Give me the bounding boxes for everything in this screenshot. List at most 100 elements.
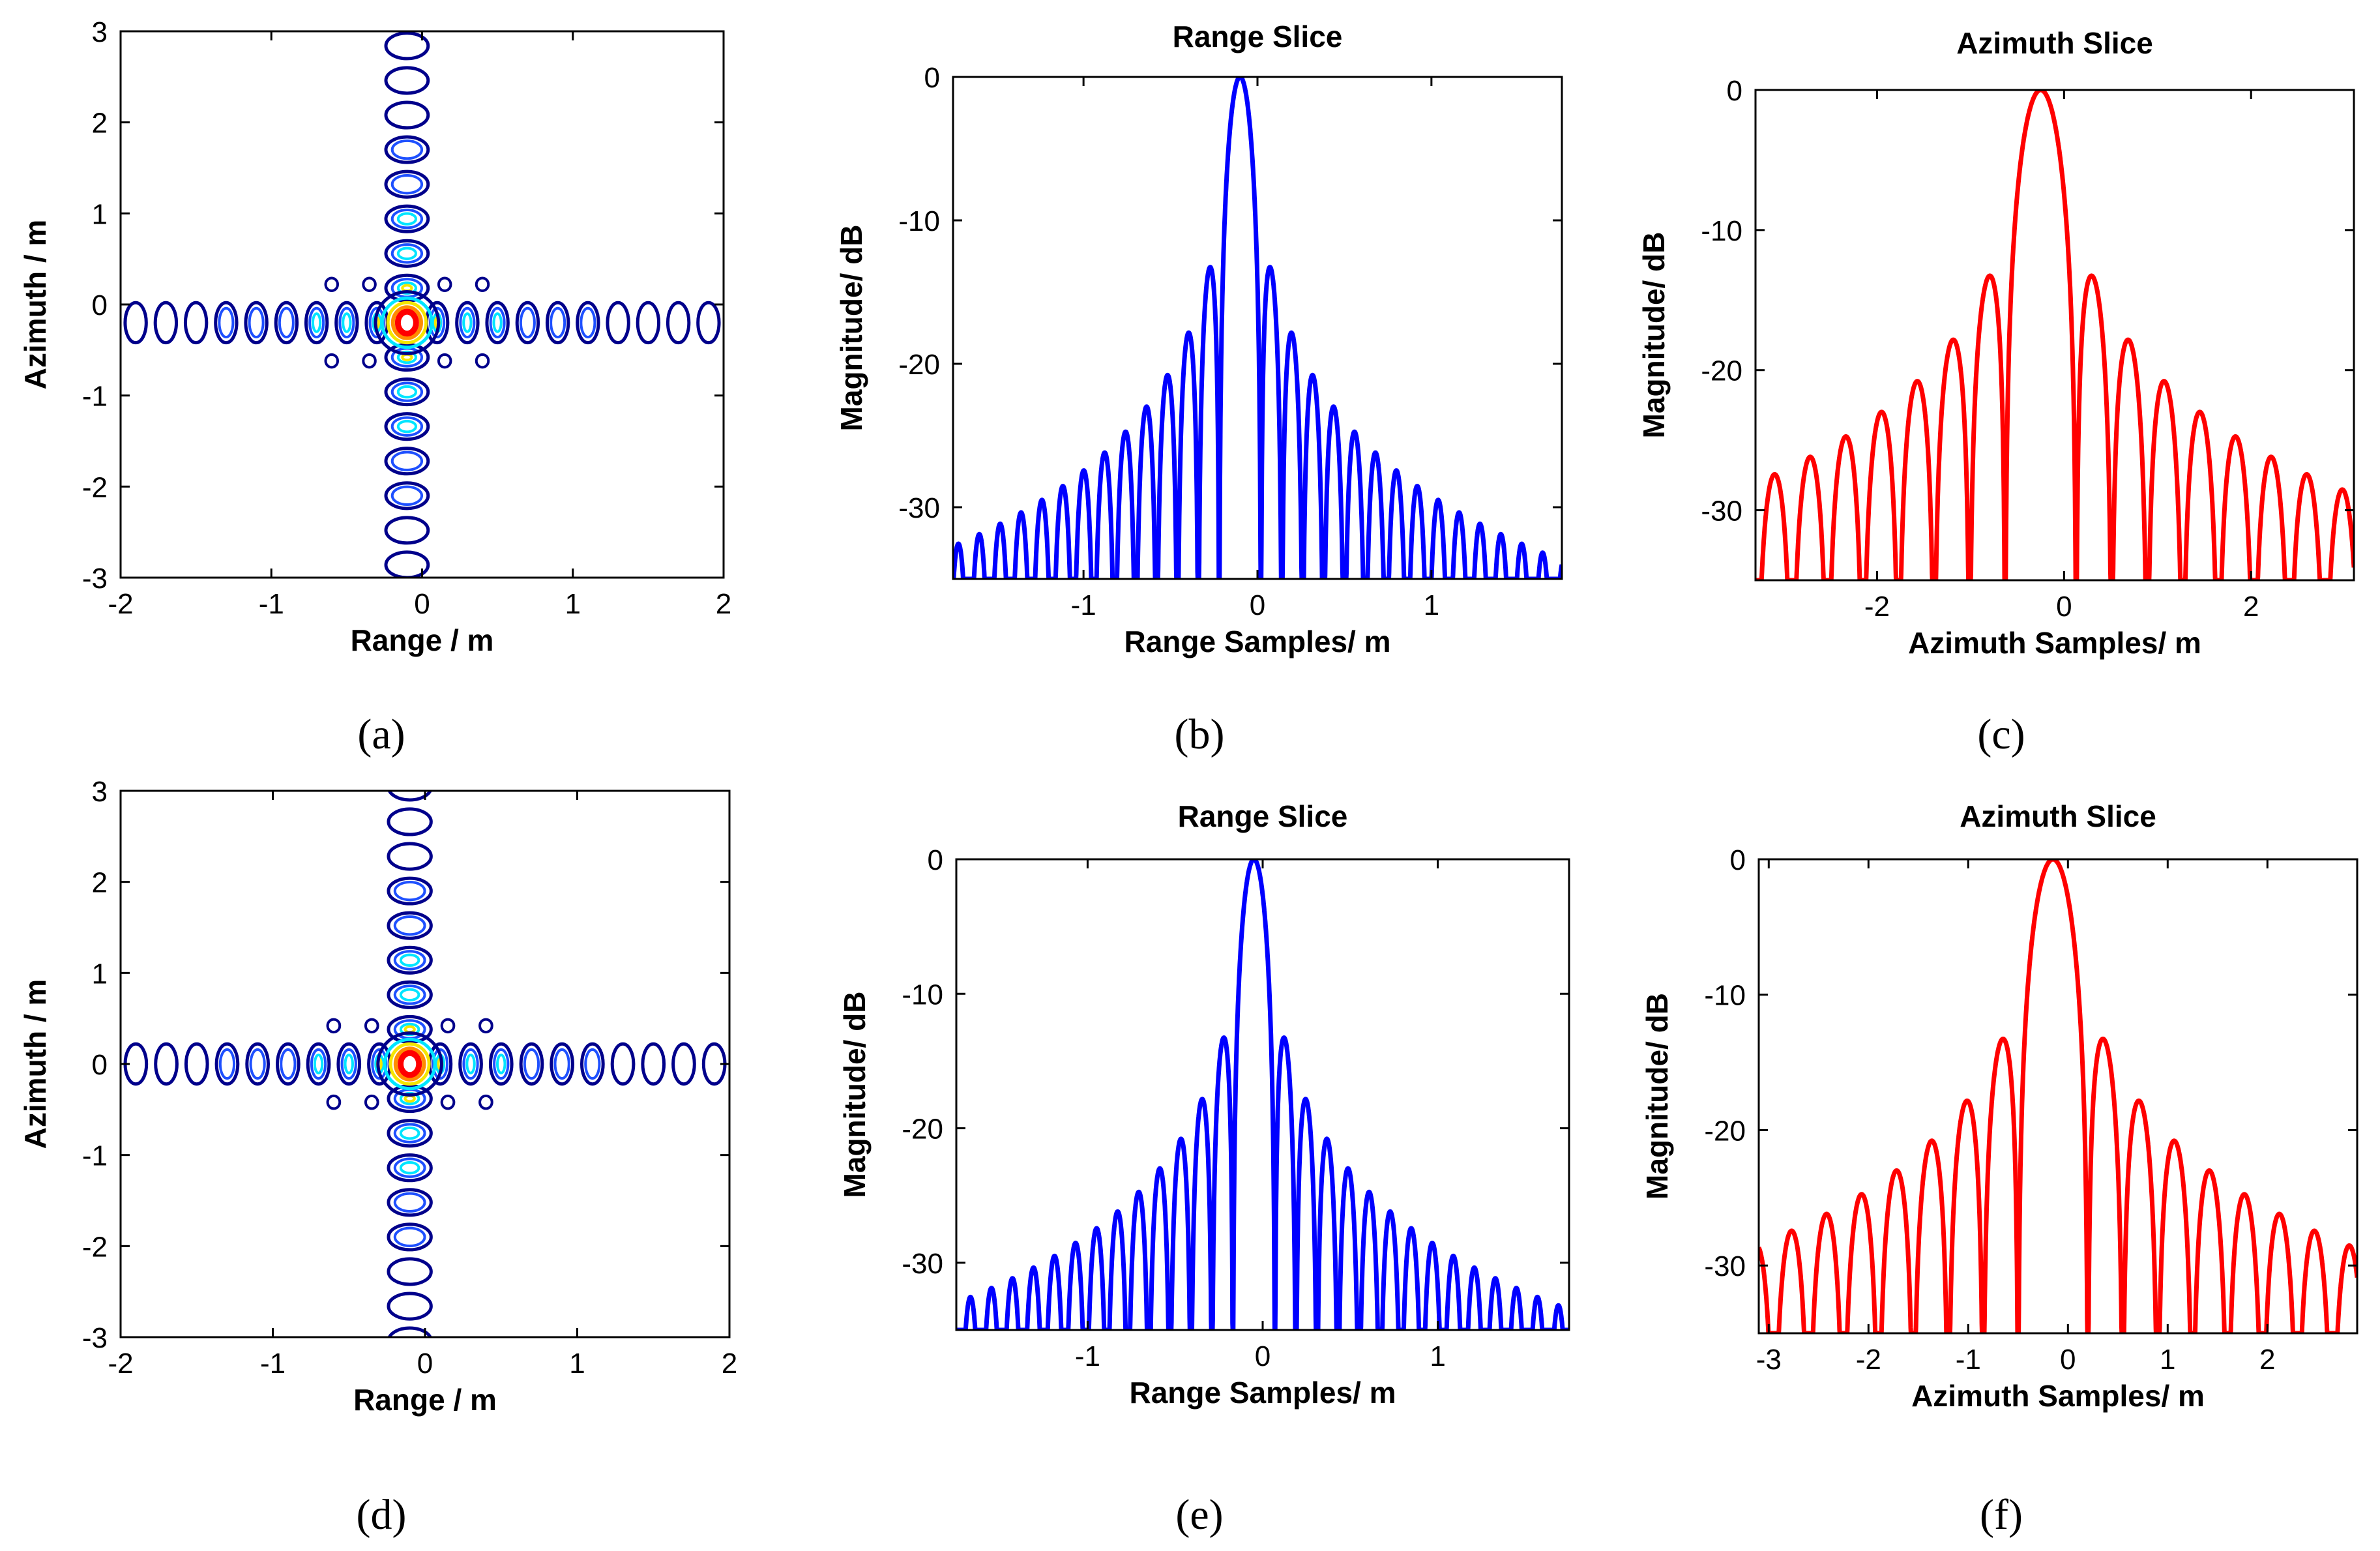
- range-lobe-contour: [576, 301, 600, 345]
- chart-title: Azimuth Slice: [1956, 26, 2153, 60]
- x-tick-label: -1: [259, 588, 284, 620]
- range-lobe-contour: [304, 301, 329, 345]
- range-lobe-contour: [519, 306, 536, 339]
- range-lobe-contour: [342, 312, 352, 333]
- azimuth-lobe-contour: [390, 416, 424, 437]
- azimuth-lobe-contour: [386, 0, 428, 24]
- azimuth-lobe-contour: [396, 350, 417, 364]
- range-lobe-contour: [123, 301, 148, 345]
- range-lobe-contour: [462, 312, 473, 333]
- cross-term-contour: [324, 353, 339, 369]
- range-lobe-contour: [610, 1042, 636, 1086]
- x-tick-label: 1: [565, 588, 581, 620]
- x-tick-label: 2: [2259, 1344, 2275, 1376]
- range-lobe-contour: [728, 303, 749, 342]
- azimuth-lobe-contour: [393, 880, 426, 902]
- azimuth-lobe-contour: [384, 170, 430, 199]
- cross-term-contour: [437, 276, 452, 293]
- range-lobe-contour: [553, 1048, 570, 1080]
- range-lobe-contour: [248, 306, 265, 339]
- azimuth-lobe-contour: [399, 1161, 420, 1175]
- y-tick-label: 0: [924, 62, 940, 94]
- range-lobe-contour: [696, 301, 721, 345]
- azimuth-lobe-contour: [396, 385, 417, 399]
- plot-frame: [1754, 89, 2355, 582]
- range-lobe-contour: [580, 1042, 605, 1086]
- range-lobe-contour: [519, 1042, 544, 1086]
- azimuth-lobe-contour: [387, 1222, 433, 1252]
- range-lobe-contour: [340, 1048, 357, 1080]
- range-lobe-contour: [278, 306, 295, 339]
- x-axis-label: Azimuth Samples/ m: [1911, 1379, 2205, 1413]
- azimuth-lobe-contour: [390, 451, 424, 471]
- x-tick-label: -2: [108, 1348, 133, 1380]
- range-lobe-contour: [671, 1042, 696, 1086]
- azimuth-lobe-contour: [399, 953, 420, 967]
- x-axis-label: Range / m: [353, 1383, 497, 1417]
- series-line: [953, 77, 1562, 579]
- mainlobe-contour: [393, 1046, 426, 1082]
- azimuth-lobe-contour: [387, 807, 433, 836]
- azimuth-lobe-contour: [387, 945, 433, 975]
- range-lobe-contour: [734, 1044, 756, 1084]
- y-tick-label: -30: [1701, 495, 1742, 527]
- x-tick-label: 2: [2243, 591, 2259, 623]
- y-tick-label: -20: [1704, 1115, 1746, 1147]
- x-tick-label: 2: [722, 1348, 737, 1380]
- y-tick-label: -2: [82, 471, 108, 503]
- azimuth-lobe-contour: [396, 246, 417, 260]
- y-axis-label: Azimuth / m: [18, 220, 52, 390]
- x-tick-label: 1: [1430, 1340, 1445, 1372]
- y-tick-label: -10: [898, 205, 940, 237]
- azimuth-lobe-contour: [387, 980, 433, 1009]
- mainlobe-contour: [386, 301, 428, 345]
- azimuth-lobe-contour: [384, 273, 430, 303]
- azimuth-lobe-contour: [387, 1326, 432, 1337]
- y-tick-label: -20: [902, 1114, 943, 1145]
- azimuth-lobe-contour: [393, 1192, 426, 1213]
- azimuth-lobe-contour: [399, 1022, 420, 1037]
- azimuth-lobe-contour: [396, 212, 417, 226]
- series-line: [1756, 90, 2354, 580]
- azimuth-lobe-contour: [387, 842, 433, 871]
- range-lobe-contour: [344, 1054, 354, 1074]
- azimuth-lobe-contour: [393, 984, 426, 1005]
- azimuth-lobe-contour: [393, 915, 426, 936]
- cross-term-contour: [478, 1018, 493, 1034]
- mainlobe-contour: [374, 289, 441, 355]
- azimuth-lobe-contour: [399, 1091, 420, 1106]
- contour-group: [123, 791, 756, 1337]
- chart-title: Azimuth Slice: [1960, 799, 2156, 833]
- cross-term-contour: [475, 276, 490, 293]
- cross-term-contour: [437, 353, 452, 369]
- range-lobe-contour: [550, 306, 566, 339]
- range-lobe-contour: [311, 312, 322, 333]
- azimuth-lobe-contour: [384, 412, 430, 441]
- x-tick-label: -1: [1956, 1344, 1981, 1376]
- range-lobe-contour: [280, 1048, 297, 1080]
- chart-title: Range Slice: [1173, 20, 1343, 53]
- azimuth-lobe-contour: [384, 516, 430, 545]
- azimuth-lobe-contour: [401, 353, 413, 362]
- range-lobe-contour: [218, 1048, 236, 1080]
- mainlobe-contour: [394, 308, 419, 337]
- range-lobe-contour: [523, 1048, 540, 1080]
- y-tick-label: 1: [92, 198, 108, 230]
- range-lobe-contour: [666, 301, 691, 345]
- azimuth-lobe-contour: [404, 1025, 416, 1034]
- x-tick-label: 0: [414, 588, 430, 620]
- azimuth-lobe-contour: [387, 1257, 433, 1286]
- y-axis-label: Azimuth / m: [18, 979, 52, 1149]
- y-tick-label: -30: [1704, 1250, 1746, 1282]
- range-lobe-contour: [338, 306, 355, 339]
- range-lobe-contour: [214, 301, 239, 345]
- mainlobe-contour: [376, 1031, 443, 1097]
- range-lobe-contour: [496, 1054, 507, 1074]
- azimuth-lobe-contour: [399, 988, 420, 1002]
- y-tick-label: -10: [1704, 980, 1746, 1012]
- range-lobe-contour: [306, 1042, 331, 1086]
- range-lobe-contour: [153, 301, 179, 345]
- azimuth-lobe-contour: [384, 204, 430, 233]
- x-tick-label: -2: [108, 588, 133, 620]
